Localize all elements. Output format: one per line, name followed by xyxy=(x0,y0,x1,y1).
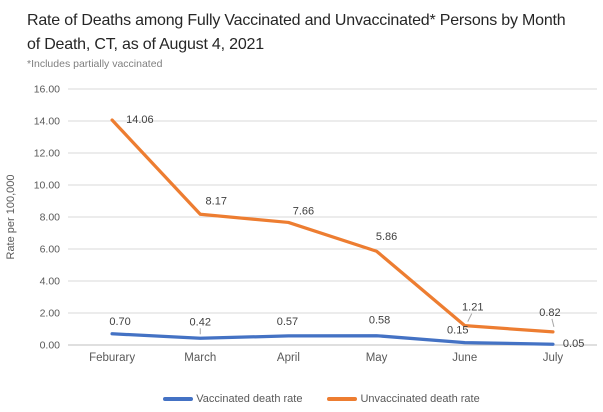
data-label: 0.58 xyxy=(369,315,390,327)
x-axis-label: March xyxy=(184,352,216,364)
data-label-leader-line xyxy=(467,313,473,322)
legend-label-unvaccinated: Unvaccinated death rate xyxy=(360,393,480,405)
unvaccinated-line-swatch-icon xyxy=(327,397,358,401)
data-label: 5.86 xyxy=(376,231,397,243)
data-label: 1.21 xyxy=(462,302,483,314)
x-axis-label: July xyxy=(543,352,564,364)
data-label: 0.82 xyxy=(539,307,560,319)
chart-footnote: *Includes partially vaccinated xyxy=(27,58,163,70)
x-axis-label: April xyxy=(277,352,300,364)
data-label: 0.15 xyxy=(447,325,468,337)
y-tick-label: 6.00 xyxy=(40,244,61,256)
data-label: 8.17 xyxy=(206,195,227,207)
vaccinated-line-swatch-icon xyxy=(163,397,194,401)
legend-item-vaccinated: Vaccinated death rate xyxy=(163,393,302,405)
data-label: 0.05 xyxy=(563,338,584,350)
series-line-unvaccinated xyxy=(110,118,555,334)
y-tick-label: 8.00 xyxy=(40,212,61,224)
chart-title: Rate of Deaths among Fully Vaccinated an… xyxy=(27,12,566,53)
y-tick-label: 10.00 xyxy=(34,180,60,192)
y-tick-label: 12.00 xyxy=(34,148,60,160)
data-label: 0.57 xyxy=(277,316,298,328)
data-label: 14.06 xyxy=(126,114,154,126)
data-label-leader-line xyxy=(551,318,555,328)
y-tick-label: 14.00 xyxy=(34,116,60,128)
y-tick-label: 4.00 xyxy=(40,276,61,288)
data-label: 0.42 xyxy=(190,316,211,328)
y-axis-title: Rate per 100,000 xyxy=(5,174,17,259)
y-tick-label: 0.00 xyxy=(40,340,61,352)
x-axis-label: May xyxy=(366,352,388,364)
legend-label-vaccinated: Vaccinated death rate xyxy=(196,393,303,405)
x-axis-label: Feburary xyxy=(89,352,135,364)
y-tick-label: 2.00 xyxy=(40,308,61,320)
y-tick-label: 16.00 xyxy=(34,84,60,96)
data-label: 0.70 xyxy=(109,316,130,328)
chart-legend: Vaccinated death rate Unvaccinated death… xyxy=(40,390,603,408)
data-label: 7.66 xyxy=(293,205,314,217)
x-axis-label: June xyxy=(452,352,477,364)
series-line-vaccinated xyxy=(110,332,555,346)
legend-item-unvaccinated: Unvaccinated death rate xyxy=(327,393,480,405)
